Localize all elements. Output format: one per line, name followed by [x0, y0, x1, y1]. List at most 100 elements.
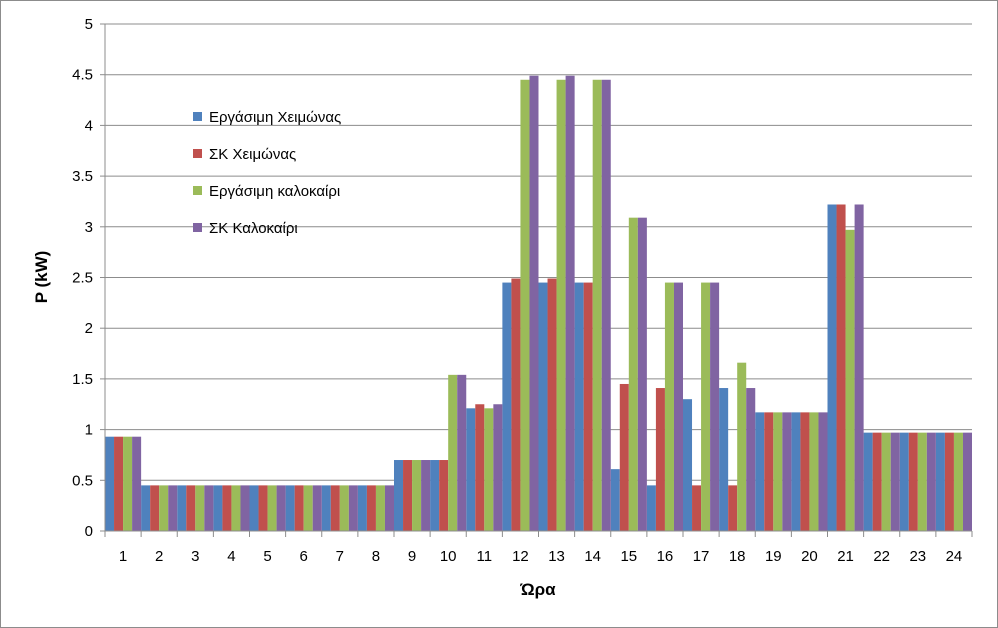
bar-series-4-hour-19: [782, 412, 792, 531]
bar-series-4-hour-7: [348, 485, 358, 531]
x-tick-label: 7: [336, 548, 344, 565]
x-tick-label: 17: [693, 548, 710, 565]
bar-series-4-hour-24: [962, 432, 972, 531]
bar-series-2-hour-14: [583, 282, 593, 531]
x-tick-label: 19: [765, 548, 782, 565]
bar-series-1-hour-24: [935, 432, 945, 531]
y-tick-label: 1.5: [72, 371, 93, 388]
bar-series-3-hour-6: [303, 485, 313, 531]
y-tick-label: 3.5: [72, 168, 93, 185]
legend: Εργάσιμη Χειμώνας ΣΚ Χειμώνας Εργάσιμη καλ…: [193, 109, 341, 237]
bar-series-2-hour-17: [692, 485, 702, 531]
bar-series-1-hour-11: [466, 408, 476, 531]
bar-series-3-hour-16: [664, 282, 674, 531]
bar-series-1-hour-13: [538, 282, 548, 531]
bar-series-1-hour-3: [177, 485, 187, 531]
bar-series-4-hour-10: [457, 374, 467, 531]
bar-series-2-hour-5: [258, 485, 268, 531]
bar-series-2-hour-1: [114, 436, 124, 531]
bar-series-2-hour-21: [836, 204, 846, 531]
x-tick-label: 8: [372, 548, 380, 565]
x-tick-label: 22: [873, 548, 890, 565]
bar-series-1-hour-4: [213, 485, 223, 531]
bar-series-1-hour-21: [827, 204, 837, 531]
bar-series-3-hour-3: [195, 485, 205, 531]
x-tick-label: 2: [155, 548, 163, 565]
bar-series-4-hour-4: [240, 485, 250, 531]
y-tick-label: 4.5: [72, 67, 93, 84]
bar-series-4-hour-20: [818, 412, 828, 531]
y-tick-labels: 0 0.5 1 1.5 2 2.5 3 3.5 4 4.5 5: [72, 16, 93, 540]
bar-series-4-hour-9: [421, 460, 431, 531]
bar-series-3-hour-13: [556, 79, 566, 532]
x-tick-label: 20: [801, 548, 818, 565]
bar-series-2-hour-13: [547, 278, 557, 531]
bar-series-2-hour-12: [511, 278, 521, 531]
y-axis-title: P (kW): [32, 251, 51, 304]
x-tick-label: 21: [837, 548, 854, 565]
bar-series-1-hour-1: [105, 436, 115, 531]
bar-series-3-hour-1: [123, 436, 133, 531]
bar-series-3-hour-18: [737, 362, 747, 531]
x-tick-label: 14: [584, 548, 601, 565]
bar-series-1-hour-23: [899, 432, 909, 531]
bar-series-3-hour-20: [809, 412, 819, 531]
bar-series-2-hour-6: [294, 485, 304, 531]
bars: [105, 75, 972, 532]
bar-series-3-hour-22: [881, 432, 891, 531]
bar-series-1-hour-9: [394, 460, 404, 531]
bar-series-2-hour-2: [150, 485, 160, 531]
x-tick-label: 24: [946, 548, 963, 565]
bar-series-3-hour-11: [484, 408, 494, 531]
bar-series-4-hour-22: [890, 432, 900, 531]
bar-series-1-hour-16: [646, 485, 656, 531]
bar-series-2-hour-20: [800, 412, 810, 531]
bar-series-1-hour-19: [755, 412, 765, 531]
x-tick-label: 12: [512, 548, 529, 565]
bar-series-4-hour-13: [565, 75, 575, 532]
bar-series-3-hour-7: [339, 485, 349, 531]
bar-series-2-hour-3: [186, 485, 196, 531]
bar-series-4-hour-23: [926, 432, 936, 531]
bar-series-1-hour-6: [285, 485, 295, 531]
bar-series-4-hour-8: [384, 485, 394, 531]
bar-series-3-hour-4: [231, 485, 241, 531]
legend-swatch: [193, 186, 202, 195]
bar-series-2-hour-10: [439, 460, 449, 531]
bar-series-3-hour-9: [412, 460, 422, 531]
bar-series-3-hour-21: [845, 229, 855, 532]
x-tick-label: 1: [119, 548, 127, 565]
y-tick-label: 2.5: [72, 270, 93, 287]
bar-series-3-hour-24: [953, 432, 963, 531]
legend-swatch: [193, 149, 202, 158]
x-tick-label: 3: [191, 548, 199, 565]
bar-series-2-hour-7: [330, 485, 340, 531]
bar-series-1-hour-12: [502, 282, 512, 531]
y-tick-label: 3: [85, 219, 93, 236]
bar-series-4-hour-11: [493, 404, 503, 531]
y-tick-label: 0: [85, 523, 93, 540]
bar-series-2-hour-24: [944, 432, 954, 531]
x-tick-label: 5: [263, 548, 271, 565]
bar-series-1-hour-14: [574, 282, 584, 531]
x-tick-label: 6: [300, 548, 308, 565]
legend-label: Εργάσιμη καλοκαίρι: [209, 183, 340, 200]
bar-series-4-hour-16: [673, 282, 683, 531]
bar-series-2-hour-4: [222, 485, 232, 531]
bar-series-4-hour-12: [529, 75, 539, 532]
bar-series-1-hour-10: [430, 460, 440, 531]
bar-series-1-hour-15: [610, 469, 620, 531]
bar-series-2-hour-8: [366, 485, 376, 531]
bar-series-3-hour-8: [375, 485, 385, 531]
legend-swatch: [193, 112, 202, 121]
bar-series-2-hour-18: [728, 485, 738, 531]
x-tick-label: 4: [227, 548, 235, 565]
bar-series-1-hour-18: [719, 388, 729, 531]
x-tick-label: 10: [440, 548, 457, 565]
bar-series-2-hour-19: [764, 412, 774, 531]
x-tick-label: 13: [548, 548, 565, 565]
x-tick-label: 16: [657, 548, 674, 565]
bar-series-1-hour-20: [791, 412, 801, 531]
bar-series-2-hour-15: [619, 383, 629, 531]
legend-label: Εργάσιμη Χειμώνας: [209, 109, 341, 126]
